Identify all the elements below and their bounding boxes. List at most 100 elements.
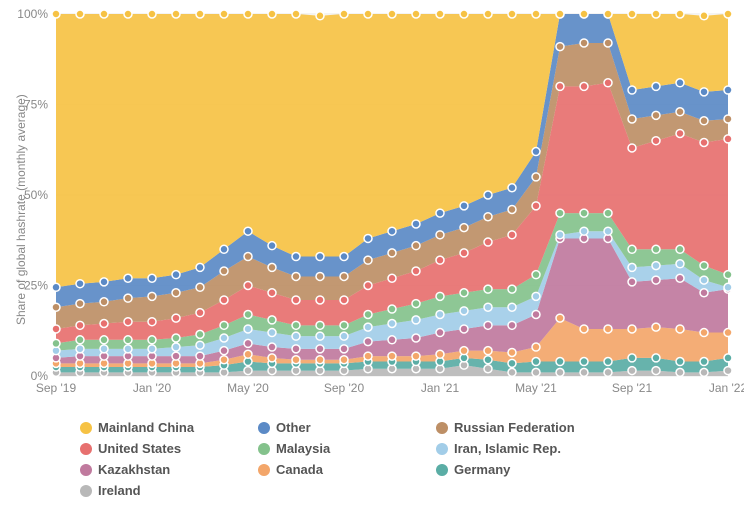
marker: [436, 231, 444, 239]
marker: [652, 323, 660, 331]
marker: [652, 276, 660, 284]
marker: [316, 321, 324, 329]
legend-item[interactable]: Kazakhstan: [80, 462, 240, 477]
marker: [556, 43, 564, 51]
legend-item[interactable]: United States: [80, 441, 240, 456]
marker: [508, 303, 516, 311]
marker: [628, 325, 636, 333]
marker: [508, 321, 516, 329]
marker: [484, 321, 492, 329]
marker: [340, 332, 348, 340]
marker: [196, 283, 204, 291]
marker: [316, 272, 324, 280]
marker: [580, 358, 588, 366]
legend-dot: [436, 464, 448, 476]
marker: [76, 336, 84, 344]
legend-item[interactable]: Mainland China: [80, 420, 240, 435]
marker: [556, 231, 564, 239]
marker: [604, 39, 612, 47]
legend-item[interactable]: Other: [258, 420, 418, 435]
marker: [652, 262, 660, 270]
marker: [268, 242, 276, 250]
marker: [412, 334, 420, 342]
marker: [196, 309, 204, 317]
marker: [652, 354, 660, 362]
marker: [220, 296, 228, 304]
marker: [412, 267, 420, 275]
svg-text:75%: 75%: [24, 98, 48, 112]
marker: [700, 139, 708, 147]
marker: [604, 325, 612, 333]
marker: [388, 352, 396, 360]
marker: [508, 285, 516, 293]
marker: [532, 10, 540, 18]
marker: [484, 347, 492, 355]
marker: [100, 336, 108, 344]
marker: [676, 368, 684, 376]
marker: [364, 10, 372, 18]
legend-item[interactable]: Malaysia: [258, 441, 418, 456]
marker: [268, 354, 276, 362]
legend-dot: [258, 464, 270, 476]
legend-label: United States: [98, 441, 181, 456]
marker: [532, 292, 540, 300]
marker: [292, 356, 300, 364]
marker: [76, 321, 84, 329]
marker: [340, 321, 348, 329]
marker: [460, 10, 468, 18]
legend-item[interactable]: Ireland: [80, 483, 240, 498]
marker: [724, 329, 732, 337]
marker: [364, 234, 372, 242]
legend-item[interactable]: Russian Federation: [436, 420, 596, 435]
marker: [508, 368, 516, 376]
legend-label: Canada: [276, 462, 323, 477]
legend-dot: [258, 422, 270, 434]
svg-text:Jan '20: Jan '20: [133, 381, 172, 395]
marker: [484, 238, 492, 246]
marker: [340, 253, 348, 261]
marker: [628, 144, 636, 152]
legend-item[interactable]: Germany: [436, 462, 596, 477]
legend-label: Mainland China: [98, 420, 194, 435]
legend-dot: [80, 485, 92, 497]
marker: [628, 86, 636, 94]
marker: [124, 274, 132, 282]
marker: [124, 336, 132, 344]
marker: [724, 115, 732, 123]
marker: [436, 10, 444, 18]
marker: [364, 310, 372, 318]
marker: [196, 263, 204, 271]
marker: [244, 350, 252, 358]
marker: [196, 10, 204, 18]
marker: [652, 367, 660, 375]
marker: [700, 262, 708, 270]
marker: [652, 111, 660, 119]
marker: [388, 274, 396, 282]
marker: [172, 271, 180, 279]
legend-item[interactable]: Canada: [258, 462, 418, 477]
marker: [340, 296, 348, 304]
marker: [340, 345, 348, 353]
marker: [652, 10, 660, 18]
marker: [388, 10, 396, 18]
marker: [196, 330, 204, 338]
marker: [580, 368, 588, 376]
marker: [676, 358, 684, 366]
marker: [220, 334, 228, 342]
legend-dot: [80, 422, 92, 434]
legend-item[interactable]: Iran, Islamic Rep.: [436, 441, 596, 456]
marker: [220, 347, 228, 355]
marker: [436, 329, 444, 337]
marker: [556, 82, 564, 90]
marker: [124, 345, 132, 353]
marker: [532, 358, 540, 366]
svg-text:100%: 100%: [17, 7, 48, 21]
marker: [700, 276, 708, 284]
marker: [244, 10, 252, 18]
legend-label: Ireland: [98, 483, 141, 498]
marker: [100, 345, 108, 353]
marker: [148, 274, 156, 282]
marker: [292, 10, 300, 18]
marker: [700, 368, 708, 376]
marker: [628, 354, 636, 362]
